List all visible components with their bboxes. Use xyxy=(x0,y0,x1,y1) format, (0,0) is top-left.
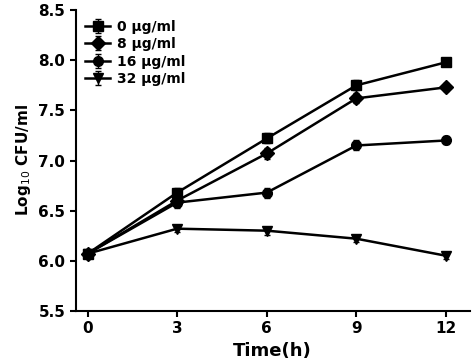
Y-axis label: Log$_{10}$ CFU/ml: Log$_{10}$ CFU/ml xyxy=(14,104,33,217)
X-axis label: Time(h): Time(h) xyxy=(233,342,312,360)
Legend: 0 μg/ml, 8 μg/ml, 16 μg/ml, 32 μg/ml: 0 μg/ml, 8 μg/ml, 16 μg/ml, 32 μg/ml xyxy=(82,17,189,89)
